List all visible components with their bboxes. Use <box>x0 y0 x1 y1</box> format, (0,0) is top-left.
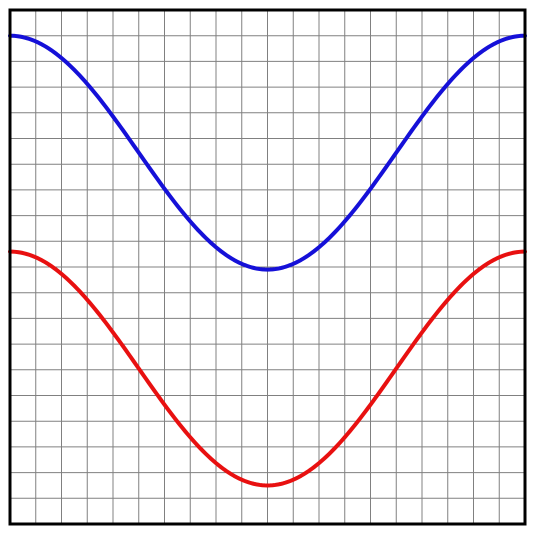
chart-container <box>0 0 535 534</box>
chart-grid <box>10 10 525 524</box>
chart-svg <box>0 0 535 534</box>
